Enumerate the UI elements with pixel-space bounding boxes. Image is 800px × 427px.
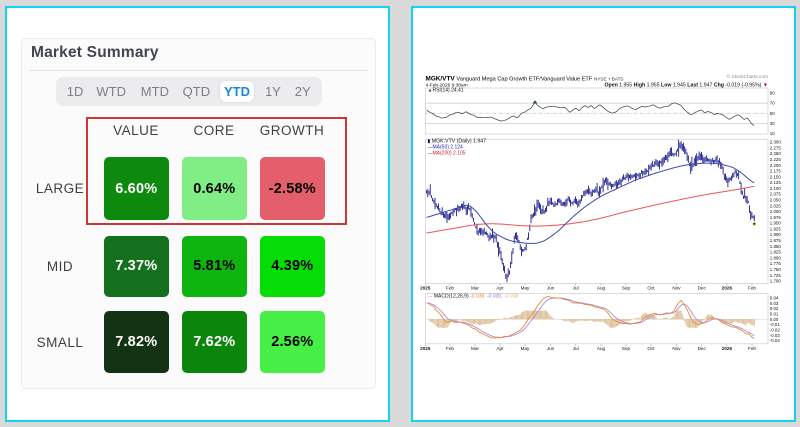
svg-text:2.250: 2.250 — [770, 151, 782, 156]
svg-text:Open 1.955 High 1.955 Low 1.94: Open 1.955 High 1.955 Low 1.945 Last 1.9… — [604, 83, 768, 89]
svg-text:▮ MGK:VTV (Daily) 1.947: ▮ MGK:VTV (Daily) 1.947 — [428, 138, 487, 144]
svg-text:50: 50 — [770, 111, 775, 116]
svg-text:Aug: Aug — [597, 286, 606, 291]
svg-text:30: 30 — [770, 121, 775, 126]
svg-text:Feb: Feb — [748, 346, 756, 351]
svg-text:Aug: Aug — [597, 346, 606, 351]
svg-text:1.700: 1.700 — [770, 279, 782, 284]
svg-text:2.150: 2.150 — [770, 174, 782, 179]
svg-text:1.800: 1.800 — [770, 255, 782, 260]
svg-text:2.075: 2.075 — [770, 192, 782, 197]
svg-text:Apr: Apr — [496, 346, 504, 351]
svg-text:1.925: 1.925 — [770, 226, 782, 231]
svg-text:1.950: 1.950 — [770, 221, 782, 226]
svg-text:MGK/VTV Vanguard Mega Cap Grow: MGK/VTV Vanguard Mega Cap Growth ETF/Van… — [426, 75, 624, 82]
svg-text:1.725: 1.725 — [770, 273, 782, 278]
svg-text:Oct: Oct — [647, 286, 655, 291]
svg-text:© StockCharts.com: © StockCharts.com — [727, 73, 768, 80]
svg-text:2.300: 2.300 — [770, 140, 782, 145]
svg-text:Feb: Feb — [446, 346, 454, 351]
svg-text:2026: 2026 — [722, 346, 733, 351]
svg-text:2.025: 2.025 — [770, 203, 782, 208]
svg-text:Nov: Nov — [672, 286, 681, 291]
svg-text:Mar: Mar — [471, 286, 479, 291]
svg-text:Dec: Dec — [698, 346, 707, 351]
svg-text:0.02: 0.02 — [770, 306, 779, 311]
svg-text:—MA(50) 2.124: —MA(50) 2.124 — [428, 145, 464, 151]
svg-text:1.975: 1.975 — [770, 215, 782, 220]
svg-text:1.750: 1.750 — [770, 267, 782, 272]
svg-text:10: 10 — [770, 131, 775, 136]
svg-text:Jun: Jun — [547, 346, 555, 351]
svg-text:90: 90 — [770, 91, 775, 96]
svg-text:▲RSI(14) 24.41: ▲RSI(14) 24.41 — [428, 88, 464, 94]
svg-text:2.175: 2.175 — [770, 169, 782, 174]
svg-text:— MACD(12,26,9) -0.038, -0.030: — MACD(12,26,9) -0.038, -0.030, -0.008 — [428, 294, 519, 300]
svg-text:Sep: Sep — [622, 346, 631, 351]
svg-text:4-Feb-2026 9:38am: 4-Feb-2026 9:38am — [426, 83, 468, 89]
svg-text:1.775: 1.775 — [770, 261, 782, 266]
svg-text:0.03: 0.03 — [770, 301, 779, 306]
svg-text:1.850: 1.850 — [770, 244, 782, 249]
svg-text:0.01: 0.01 — [770, 311, 779, 316]
svg-text:2.125: 2.125 — [770, 180, 782, 185]
svg-text:Jul: Jul — [573, 346, 579, 351]
svg-text:Nov: Nov — [672, 346, 681, 351]
svg-text:2025: 2025 — [420, 286, 431, 291]
svg-text:Feb: Feb — [446, 286, 454, 291]
svg-text:May: May — [521, 286, 530, 291]
svg-text:2.200: 2.200 — [770, 163, 782, 168]
svg-text:—MA(200) 2.105: —MA(200) 2.105 — [428, 151, 466, 157]
svg-text:Sep: Sep — [622, 286, 631, 291]
svg-text:Feb: Feb — [748, 286, 756, 291]
svg-text:-0.04: -0.04 — [770, 338, 781, 343]
svg-text:Apr: Apr — [496, 286, 504, 291]
svg-text:Dec: Dec — [698, 286, 707, 291]
svg-text:Jun: Jun — [547, 286, 555, 291]
svg-text:Oct: Oct — [647, 346, 655, 351]
svg-text:2.225: 2.225 — [770, 157, 782, 162]
svg-text:2025: 2025 — [420, 346, 431, 351]
svg-text:-0.03: -0.03 — [770, 333, 781, 338]
svg-text:1.875: 1.875 — [770, 238, 782, 243]
svg-text:2.275: 2.275 — [770, 145, 782, 150]
svg-text:70: 70 — [770, 101, 775, 106]
svg-text:-0.01: -0.01 — [770, 322, 781, 327]
svg-text:0.04: 0.04 — [770, 295, 779, 300]
svg-text:Jul: Jul — [573, 286, 579, 291]
svg-text:-0.02: -0.02 — [770, 328, 781, 333]
svg-text:1.825: 1.825 — [770, 250, 782, 255]
svg-text:2.100: 2.100 — [770, 186, 782, 191]
svg-text:1.900: 1.900 — [770, 232, 782, 237]
svg-text:0.00: 0.00 — [770, 317, 779, 322]
svg-text:2026: 2026 — [722, 286, 733, 291]
svg-text:2.050: 2.050 — [770, 198, 782, 203]
svg-text:Mar: Mar — [471, 346, 479, 351]
svg-text:2.000: 2.000 — [770, 209, 782, 214]
svg-text:May: May — [521, 346, 530, 351]
